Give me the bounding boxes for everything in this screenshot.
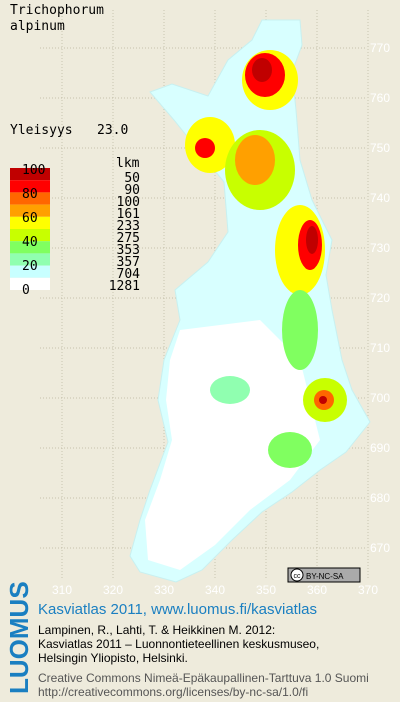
x-axis-label: 320 [103, 583, 123, 597]
legend-swatch [10, 229, 50, 242]
y-axis-label: 670 [370, 541, 390, 555]
frequency-value: 23.0 [97, 123, 128, 138]
footer-heading: Kasviatlas 2011, www.luomus.fi/kasviatla… [38, 601, 317, 618]
legend-count: 1281 [109, 279, 140, 294]
y-axis-label: 720 [370, 291, 390, 305]
y-axis-label: 770 [370, 41, 390, 55]
legend-scale-label: 0 [22, 283, 30, 298]
species-name: alpinum [10, 19, 65, 34]
cc-icon [290, 568, 304, 582]
citation: Helsingin Yliopisto, Helsinki. [38, 651, 188, 665]
legend: 1008060402005090100161233275353357704128… [10, 163, 140, 298]
x-axis-label: 340 [205, 583, 225, 597]
axes: 770 760 750 740 730 720 710 700 690 680 670 310 320 3… [52, 41, 390, 597]
legend-count: 704 [117, 267, 141, 282]
legend-count: 50 [124, 171, 140, 186]
legend-count: 275 [117, 231, 140, 246]
y-axis-label: 760 [370, 91, 390, 105]
license-badge-text: BY-NC-SA [306, 572, 344, 581]
legend-scale-label: 100 [22, 163, 45, 178]
y-axis-label: 700 [370, 391, 390, 405]
legend-count: 353 [117, 243, 140, 258]
legend-swatch [10, 168, 50, 181]
x-axis-label: 310 [52, 583, 72, 597]
license-badge [287, 567, 361, 583]
legend-swatch [10, 241, 50, 254]
legend-swatch [10, 277, 50, 290]
legend-scale-label: 60 [22, 211, 38, 226]
x-axis-label: 330 [154, 583, 174, 597]
legend-swatch [10, 216, 50, 229]
legend-count: 161 [117, 207, 140, 222]
legend-swatch [10, 180, 50, 193]
legend-count: 233 [117, 219, 140, 234]
legend-scale-label: 80 [22, 187, 38, 202]
y-axis-label: 710 [370, 341, 390, 355]
legend-scale-label: 20 [22, 259, 38, 274]
occurrence-cells [185, 50, 347, 468]
legend-count: 90 [124, 183, 140, 198]
legend-scale-label: 40 [22, 235, 38, 250]
y-axis-label: 730 [370, 241, 390, 255]
species-name: Trichophorum [10, 3, 104, 18]
y-axis-label: 690 [370, 441, 390, 455]
legend-swatch [10, 265, 50, 278]
legend-count: 357 [117, 255, 140, 270]
y-axis-label: 680 [370, 491, 390, 505]
y-axis-label: 750 [370, 141, 390, 155]
legend-header: lkm [116, 156, 140, 171]
legend-count: 100 [117, 195, 140, 210]
frequency-label: Yleisyys [10, 123, 73, 138]
x-axis-label: 350 [256, 583, 276, 597]
citation: Lampinen, R., Lahti, T. & Heikkinen M. 2… [38, 623, 275, 637]
license-text: Creative Commons Nimeä-Epäkaupallinen-Ta… [38, 671, 369, 685]
x-axis-label: 370 [358, 583, 378, 597]
citation: Kasviatlas 2011 – Luonnontieteellinen ke… [38, 637, 319, 651]
legend-swatch [10, 204, 50, 217]
legend-swatch [10, 253, 50, 266]
cc-icon-text: cc [294, 573, 302, 580]
legend-swatch [10, 192, 50, 205]
y-axis-label: 740 [370, 191, 390, 205]
x-axis-label: 360 [307, 583, 327, 597]
map-south [145, 320, 320, 570]
logo: LUOMUS [4, 581, 34, 694]
license-text: http://creativecommons.org/licenses/by-n… [38, 685, 308, 699]
